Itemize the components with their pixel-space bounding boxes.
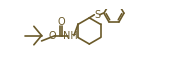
- Text: O: O: [49, 31, 56, 41]
- Text: S: S: [94, 10, 100, 20]
- Text: O: O: [58, 17, 65, 27]
- Text: NH: NH: [63, 31, 78, 41]
